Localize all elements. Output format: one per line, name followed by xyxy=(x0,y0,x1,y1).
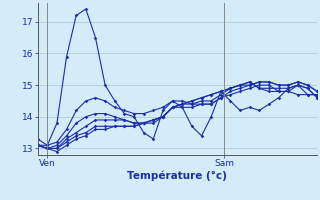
X-axis label: Température (°c): Température (°c) xyxy=(127,171,228,181)
